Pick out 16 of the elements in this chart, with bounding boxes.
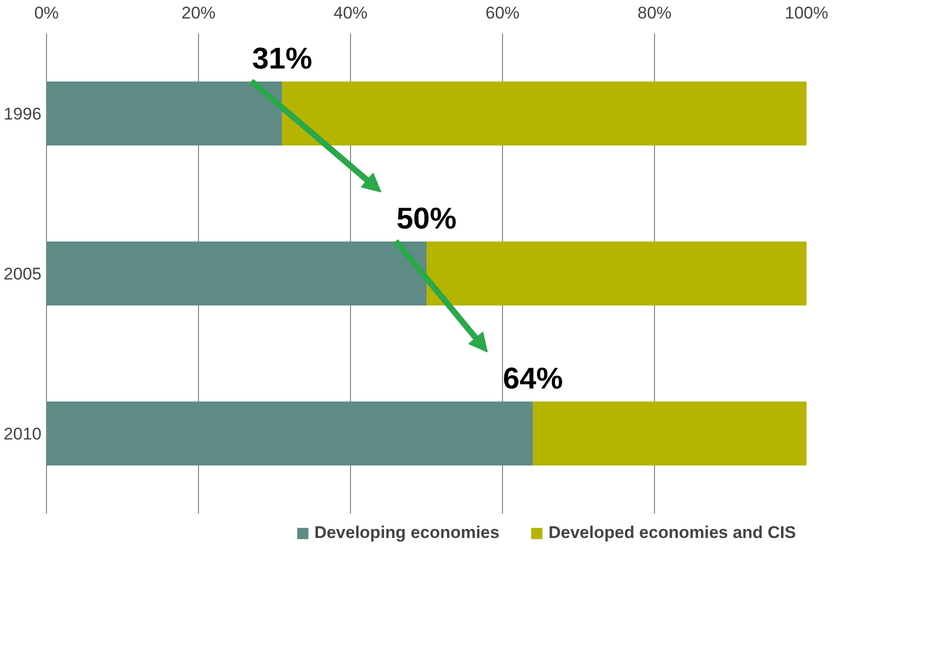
annotation: 50% [396, 202, 457, 236]
bar [46, 402, 533, 466]
bar [532, 402, 806, 466]
y-tick-label: 2010 [4, 424, 42, 444]
y-tick-label: 2005 [4, 264, 42, 284]
x-tick-label: 100% [784, 4, 828, 22]
x-tick-label: 80% [637, 4, 672, 22]
x-tick-label: 0% [34, 4, 59, 22]
annotation: 64% [502, 362, 563, 396]
legend-label: Developed economies and CIS [548, 523, 796, 543]
annotation: 31% [252, 42, 312, 76]
legend-label: Developing economies [314, 523, 500, 543]
x-tick-label: 60% [485, 4, 520, 22]
y-tick-label: 1996 [4, 104, 42, 124]
x-tick-label: 40% [333, 4, 368, 22]
x-tick-label: 20% [181, 4, 216, 22]
